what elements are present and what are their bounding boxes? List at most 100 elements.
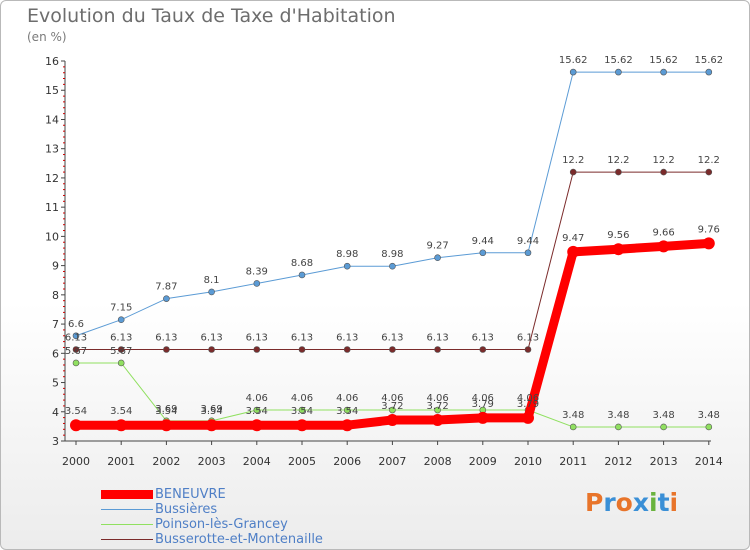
- y-tick-label: 15: [45, 84, 59, 97]
- data-point: [298, 346, 306, 353]
- data-point: [660, 168, 667, 176]
- data-point: [163, 295, 170, 302]
- x-tick-label: 2006: [333, 455, 361, 468]
- proxiti-logo: Proxiti: [585, 488, 678, 517]
- y-tick-label: 9: [52, 260, 59, 273]
- data-point: [115, 419, 128, 432]
- data-label: 9.44: [472, 236, 494, 247]
- y-tick-label: 4: [52, 406, 59, 419]
- data-point: [72, 359, 80, 367]
- data-point: [160, 419, 173, 432]
- data-point: [569, 168, 577, 176]
- data-label: 6.13: [65, 333, 87, 344]
- data-label: 6.13: [155, 333, 177, 344]
- logo-letter: x: [632, 488, 649, 517]
- logo-letter: P: [585, 488, 604, 517]
- data-point: [657, 240, 670, 253]
- y-tick-label: 3: [52, 435, 59, 448]
- data-label: 7.87: [155, 282, 177, 293]
- y-tick-label: 7: [52, 318, 59, 331]
- legend-label-bussieres: Bussières: [155, 502, 218, 517]
- data-label: 4.06: [246, 393, 268, 404]
- data-label: 6.13: [246, 333, 268, 344]
- data-point: [253, 346, 261, 353]
- data-label: 6.13: [336, 333, 358, 344]
- data-label: 4.06: [291, 393, 313, 404]
- data-point: [615, 68, 622, 76]
- data-label: 15.62: [694, 55, 723, 66]
- data-point: [389, 262, 396, 270]
- data-label: 12.2: [652, 155, 674, 166]
- data-label: 3.72: [381, 401, 403, 412]
- data-point: [389, 346, 396, 353]
- data-point: [569, 68, 577, 76]
- data-label: 8.39: [246, 266, 268, 277]
- data-point: [615, 168, 622, 176]
- data-point: [615, 423, 622, 431]
- y-tick-label: 12: [45, 172, 59, 185]
- data-label: 8.68: [291, 258, 313, 269]
- data-point: [524, 249, 532, 257]
- data-point: [253, 406, 261, 414]
- legend-swatch-busserotte: [101, 539, 153, 540]
- data-label: 3.72: [426, 401, 448, 412]
- y-tick-label: 14: [45, 113, 59, 126]
- data-label: 3.54: [155, 406, 177, 417]
- chart-title: Evolution du Taux de Taxe d'Habitation: [27, 5, 396, 27]
- legend-label-busserotte: Busserotte-et-Montenaille: [155, 532, 323, 547]
- data-label: 15.62: [559, 55, 588, 66]
- x-tick-label: 2007: [378, 455, 406, 468]
- data-label: 3.54: [200, 406, 222, 417]
- x-tick-label: 2005: [288, 455, 316, 468]
- data-point: [343, 406, 351, 414]
- data-label: 3.79: [517, 399, 539, 410]
- data-point: [705, 423, 713, 431]
- data-point: [163, 346, 170, 353]
- data-label: 4.06: [517, 393, 539, 404]
- data-point: [434, 346, 441, 353]
- x-tick-label: 2010: [514, 455, 542, 468]
- series-line: [75, 171, 710, 351]
- y-tick-label: 8: [52, 289, 59, 302]
- data-point: [660, 423, 667, 431]
- data-point: [434, 254, 441, 262]
- data-label: 6.6: [68, 319, 84, 330]
- data-point: [705, 68, 713, 76]
- data-point: [253, 280, 261, 287]
- data-label: 9.76: [698, 224, 720, 235]
- x-tick-label: 2008: [424, 455, 452, 468]
- data-label: 3.48: [652, 410, 674, 421]
- data-label: 9.56: [607, 230, 629, 241]
- x-tick-label: 2003: [198, 455, 226, 468]
- data-label: 12.2: [562, 155, 584, 166]
- data-point: [431, 413, 444, 426]
- data-label: 5.67: [65, 346, 87, 357]
- data-point: [479, 346, 487, 353]
- legend-swatch-bussieres: [101, 509, 153, 510]
- data-point: [298, 271, 306, 279]
- data-point: [343, 262, 351, 270]
- data-label: 15.62: [649, 55, 678, 66]
- y-tick-label: 5: [52, 377, 59, 390]
- data-label: 3.48: [698, 410, 720, 421]
- x-tick-label: 2000: [62, 455, 90, 468]
- y-tick-label: 16: [45, 55, 59, 68]
- data-label: 15.62: [604, 55, 633, 66]
- data-label: 3.54: [65, 406, 87, 417]
- logo-letter: o: [615, 488, 633, 517]
- unit-label: (en %): [27, 30, 67, 44]
- data-point: [250, 419, 263, 432]
- data-point: [660, 68, 667, 76]
- data-label: 8.98: [381, 249, 403, 260]
- data-label: 12.2: [698, 155, 720, 166]
- data-label: 8.98: [336, 249, 358, 260]
- logo-letter: i: [649, 488, 658, 517]
- data-point: [205, 419, 218, 432]
- data-point: [479, 249, 487, 257]
- data-label: 6.13: [472, 333, 494, 344]
- data-label: 6.13: [110, 333, 132, 344]
- data-point: [476, 411, 489, 424]
- x-tick-label: 2001: [107, 455, 135, 468]
